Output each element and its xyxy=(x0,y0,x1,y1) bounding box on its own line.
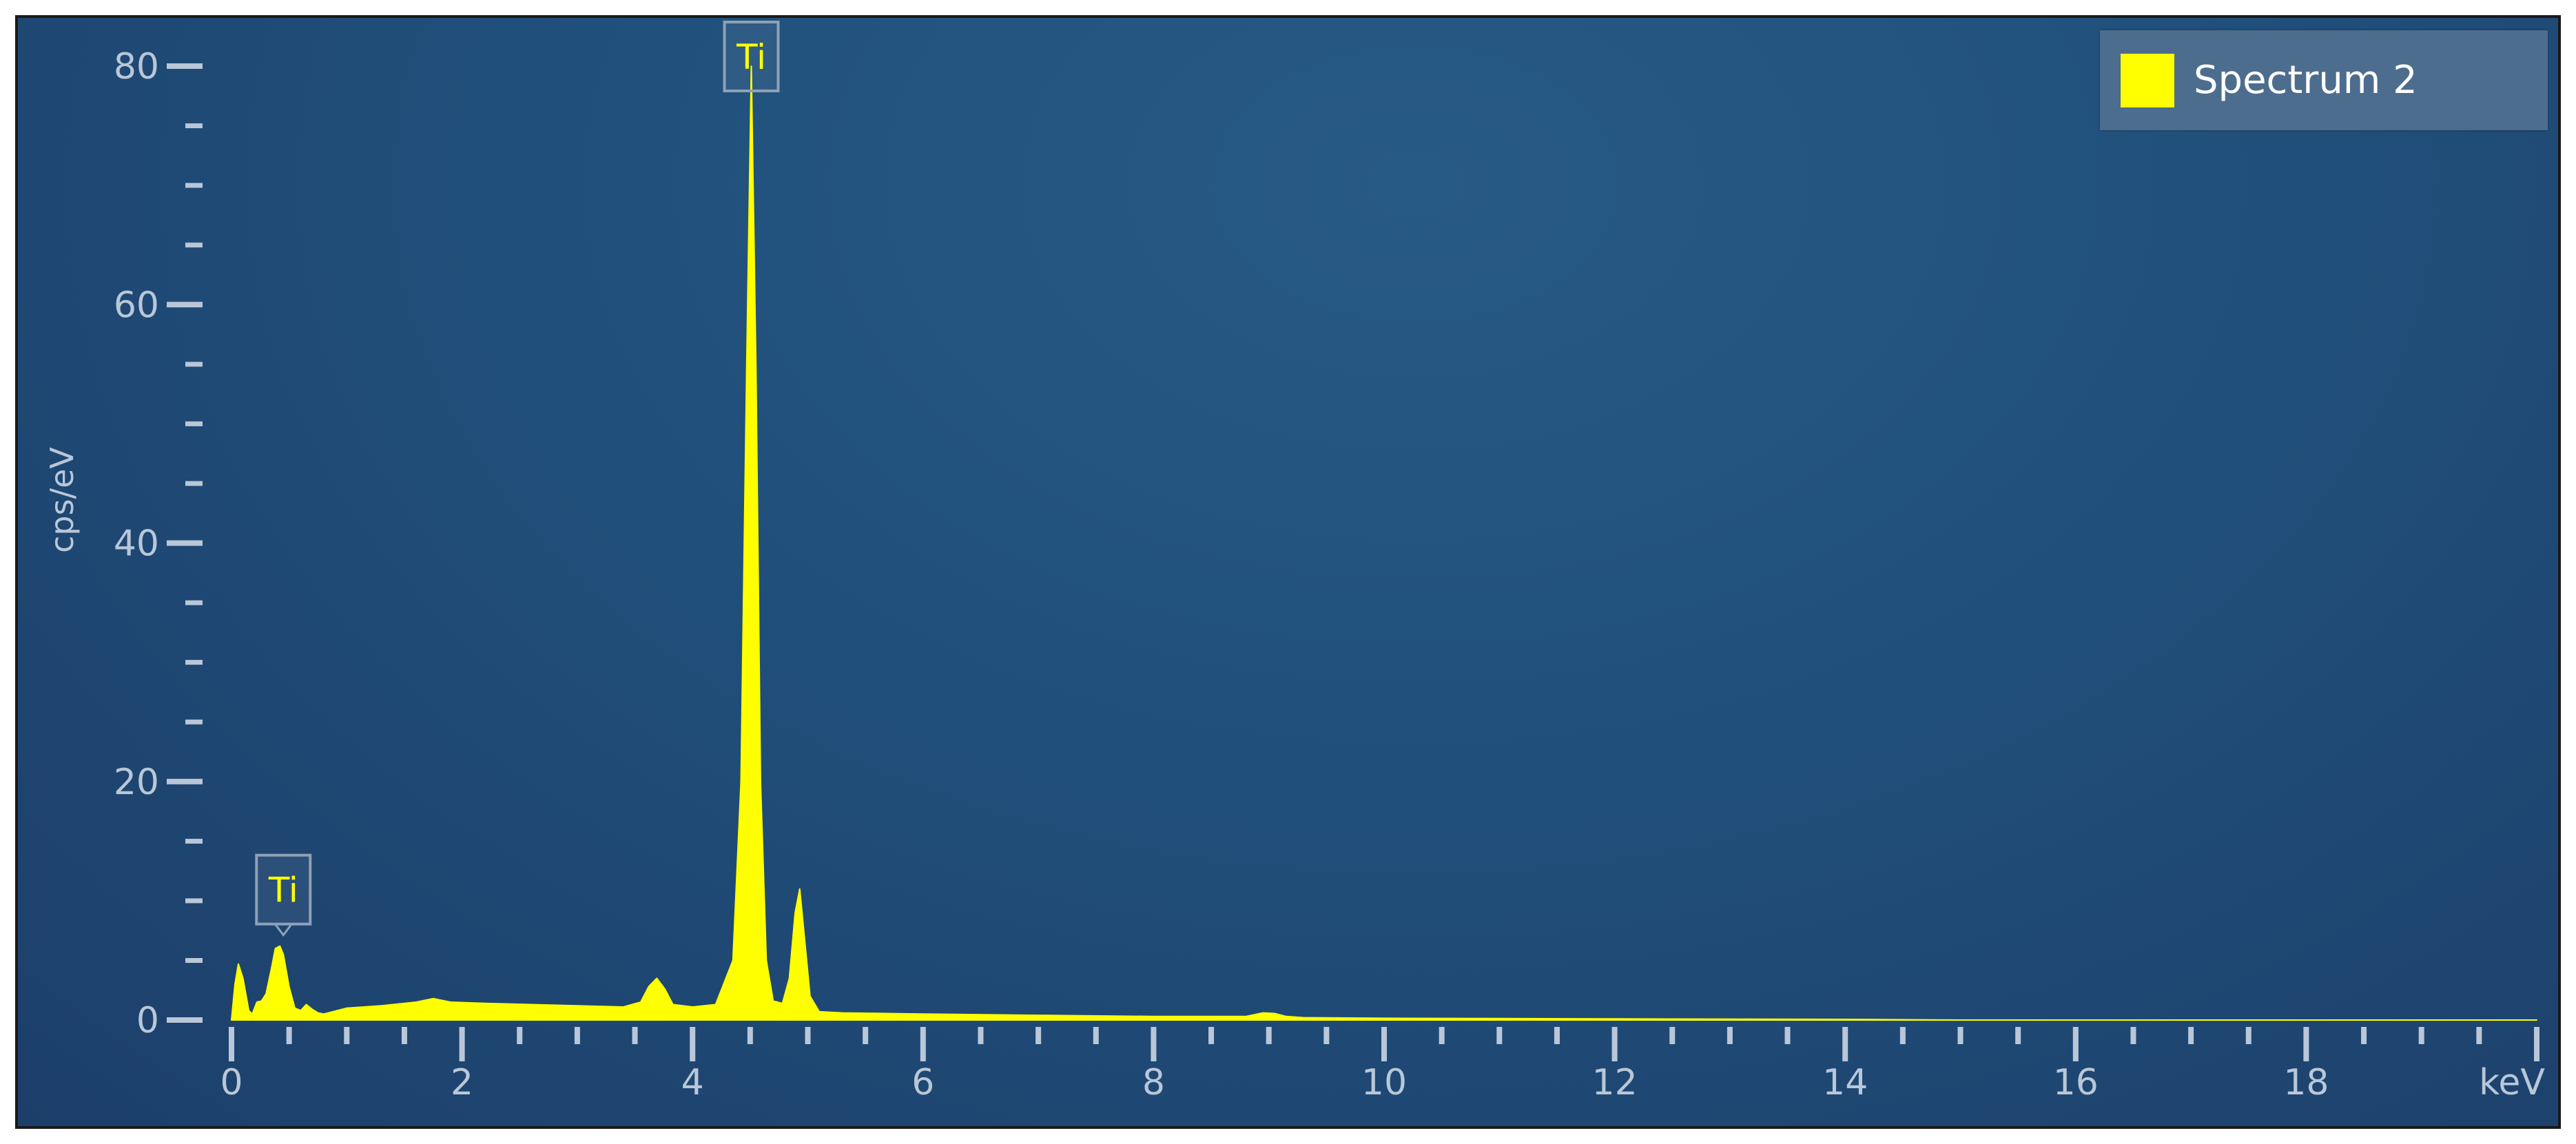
y-axis-title: cps/eV xyxy=(43,447,81,553)
x-tick-label: 16 xyxy=(2053,1062,2099,1103)
series-area-spectrum-2 xyxy=(231,65,2537,1021)
y-tick-label: 60 xyxy=(114,284,159,326)
x-tick-label: 6 xyxy=(911,1062,934,1103)
legend: Spectrum 2 xyxy=(2100,30,2548,130)
x-axis: 0 2 4 6 8 10 12 14 16 18 xyxy=(220,1027,2539,1103)
x-tick-label: 0 xyxy=(220,1062,243,1103)
peak-label-pointer xyxy=(274,923,293,937)
y-tick-label: 20 xyxy=(114,762,159,803)
x-tick-label: 18 xyxy=(2283,1062,2329,1103)
x-axis-title: keV xyxy=(2479,1062,2545,1103)
x-tick-label: 2 xyxy=(451,1062,473,1103)
x-tick-label: 14 xyxy=(1822,1062,1868,1103)
x-tick-label: 4 xyxy=(681,1062,704,1103)
peak-label-text: Ti xyxy=(736,37,766,77)
peak-label-box xyxy=(255,853,312,926)
x-tick-label: 10 xyxy=(1361,1062,1407,1103)
peak-label-ti: Ti xyxy=(255,853,312,937)
x-tick-label: 8 xyxy=(1142,1062,1165,1103)
peak-label-ti: Ti xyxy=(723,21,780,92)
series-group xyxy=(231,65,2537,1021)
y-tick-label: 80 xyxy=(114,46,159,87)
peak-label-box xyxy=(723,21,780,92)
y-axis: 0 20 40 60 80 xyxy=(114,46,203,1041)
y-tick-label: 0 xyxy=(136,1000,159,1041)
peak-annotations: Ti Ti xyxy=(255,21,780,937)
peak-label-text: Ti xyxy=(268,871,298,911)
legend-swatch-spectrum-2 xyxy=(2121,53,2174,107)
x-tick-label: 12 xyxy=(1592,1062,1638,1103)
spectrum-chart: 0 20 40 60 80 0 2 4 6 8 10 12 14 16 18 Ti Ti cps/eV ke… xyxy=(15,15,2561,1129)
y-tick-label: 40 xyxy=(114,523,159,565)
spectrum-plot: 0 20 40 60 80 0 2 4 6 8 10 12 14 16 18 Ti Ti cps/eV ke… xyxy=(43,21,2545,1103)
legend-label-spectrum-2: Spectrum 2 xyxy=(2194,58,2418,103)
